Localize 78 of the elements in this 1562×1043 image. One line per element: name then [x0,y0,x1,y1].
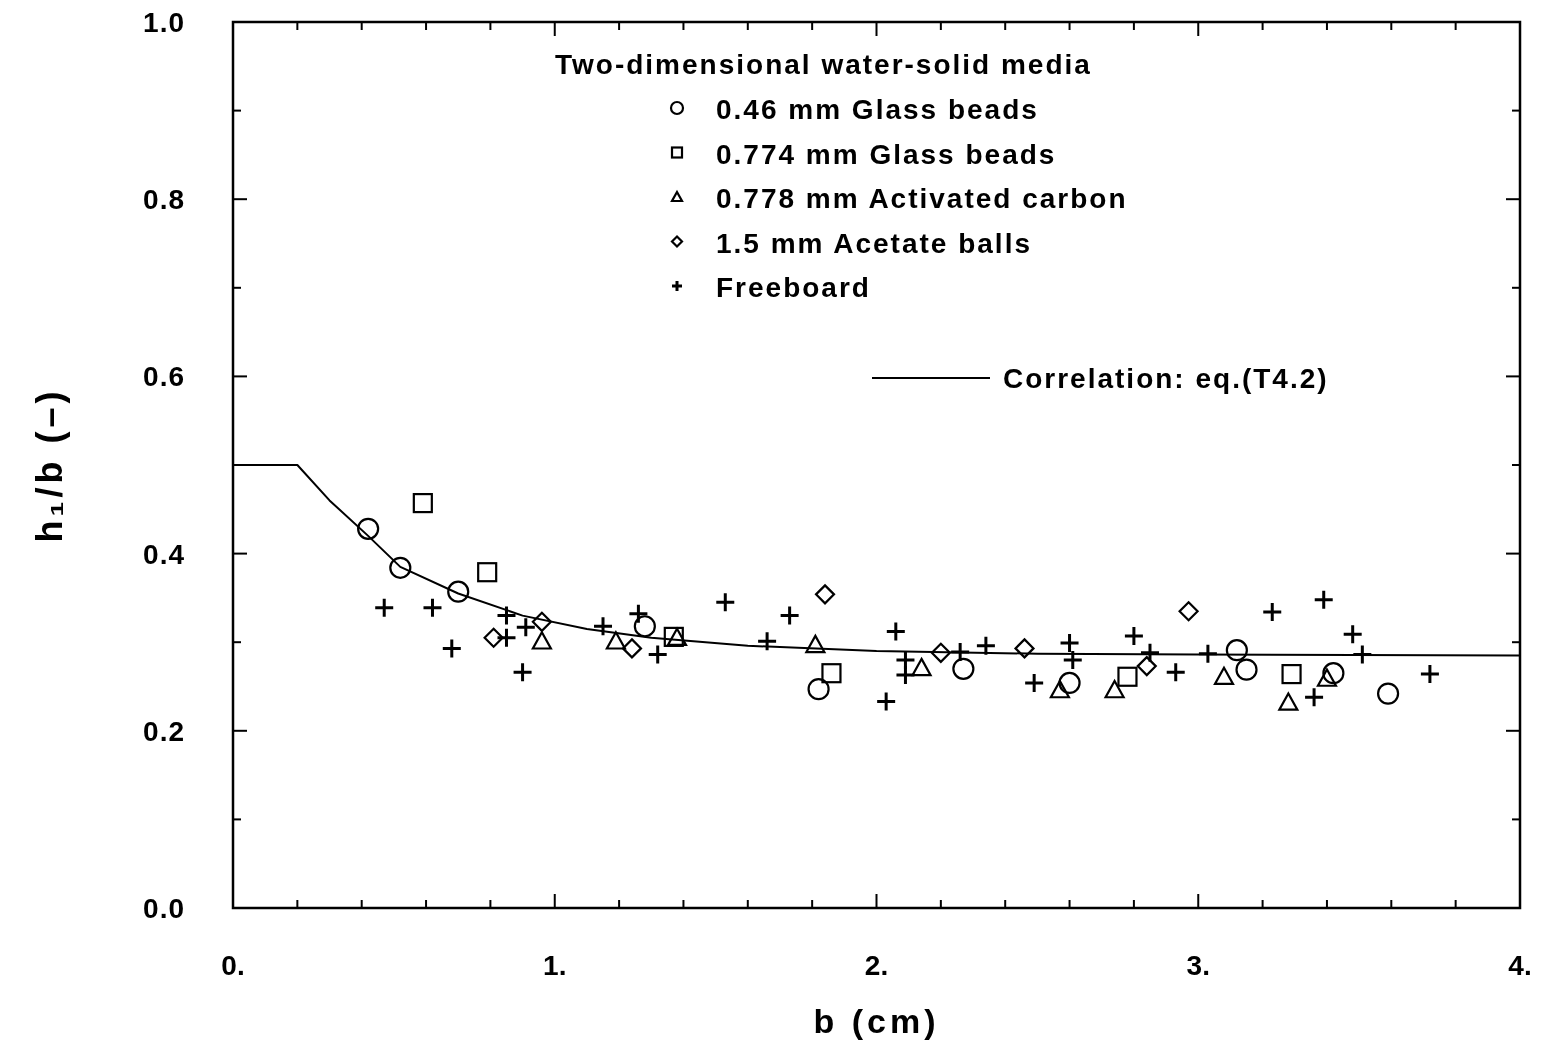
y-tick-label: 0.4 [143,538,185,570]
y-tick-label: 0.8 [143,184,185,216]
point [875,691,897,713]
point [477,562,498,583]
point [1123,625,1145,647]
y-tick-label: 0.2 [143,715,185,747]
point [1104,679,1125,699]
point [1059,632,1081,654]
point [357,517,380,540]
point [1014,638,1035,659]
x-tick-label: 4. [1508,950,1532,981]
y-tick-label: 0.6 [143,361,185,393]
legend-label: Freeboard [716,272,871,303]
legend-title: Two-dimensional water-solid media [555,49,1092,80]
x-tick-label: 3. [1186,950,1210,981]
point [412,493,433,514]
point [1281,664,1302,685]
point [1261,601,1283,623]
point [1178,601,1199,622]
point [1213,666,1235,686]
point [633,615,656,638]
point [1313,589,1335,611]
point [389,556,412,579]
point [1342,623,1364,645]
point [814,584,836,605]
point [821,663,842,684]
point [894,664,916,686]
point [1062,649,1084,671]
point [483,627,504,648]
point [512,661,534,683]
point [1316,668,1338,687]
legend-label: 0.46 mm Glass beads [716,94,1039,125]
point [515,616,537,638]
point [592,615,614,637]
legend-label: 1.5 mm Acetate balls [716,227,1032,259]
point [756,630,778,652]
point [1023,672,1045,694]
y-tick-label: 0.0 [143,893,185,924]
point [627,603,649,625]
point [930,642,951,663]
point [1117,666,1138,687]
point [1049,679,1070,699]
point [1058,671,1081,695]
point [1278,692,1299,711]
x-tick-label: 2. [864,950,889,981]
legend-label: 0.774 mm Glass beads [716,138,1057,170]
x-tick-label: 0. [221,950,245,981]
y-axis-title: h₁/b (–) [29,387,70,543]
point [1235,658,1258,681]
point [531,611,552,632]
legend-label: Correlation: eq.(T4.2) [1003,363,1329,394]
point [807,678,830,701]
point [1303,686,1325,708]
point [714,591,736,613]
y-tick-label: 1.0 [143,7,185,38]
point [605,631,626,650]
point [1225,639,1248,662]
point [621,638,643,659]
x-axis-title: b (cm) [813,1002,940,1040]
point [975,635,997,657]
point [1376,682,1400,705]
point [952,657,975,680]
point [531,631,552,650]
point [805,634,826,654]
point [441,637,463,659]
legend-label: 0.778 mm Activated carbon [716,183,1128,214]
point [1136,656,1157,677]
point [647,644,669,666]
x-tick-label: 1. [543,950,567,981]
point [1419,663,1441,685]
point [447,580,470,603]
point [779,605,801,627]
point [885,621,907,643]
point [911,657,932,677]
point [1165,661,1187,683]
point [421,597,443,619]
point [373,597,395,619]
point [1322,662,1345,685]
